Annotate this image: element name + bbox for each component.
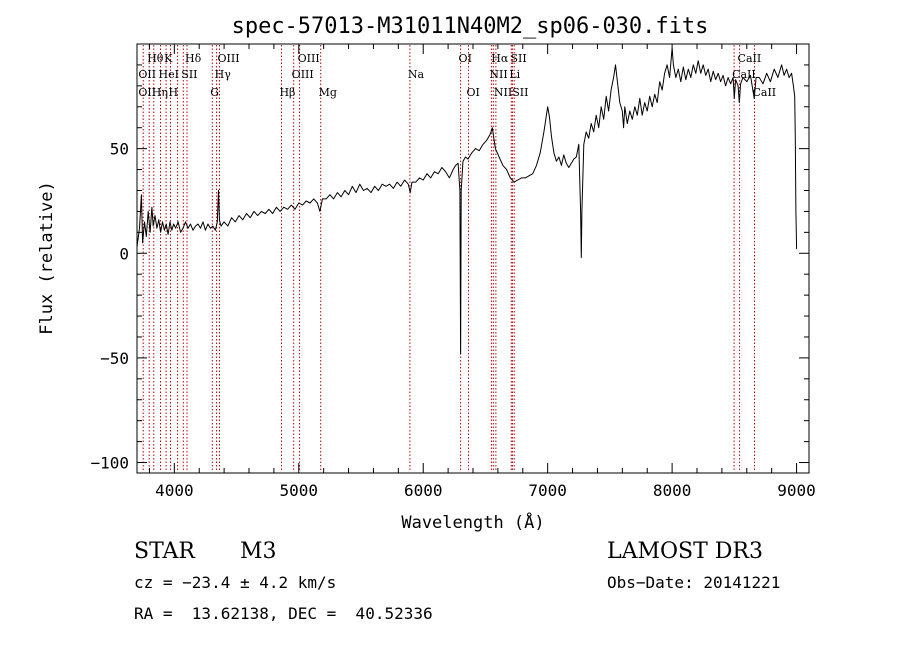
line-label: OI <box>459 52 472 65</box>
line-label: OII <box>138 86 156 99</box>
y-tick-label: −50 <box>100 349 129 368</box>
line-label: CaII <box>732 68 756 81</box>
x-tick-label: 9000 <box>777 481 816 500</box>
chart-title: spec-57013-M31011N40M2_sp06-030.fits <box>232 14 709 39</box>
x-tick-label: 6000 <box>404 481 443 500</box>
line-label: CaII <box>752 86 776 99</box>
line-label: Hδ <box>185 52 202 65</box>
line-label: SII <box>181 68 197 81</box>
x-tick-label: 4000 <box>155 481 194 500</box>
y-tick-label: 0 <box>119 244 129 263</box>
line-label: Hα <box>491 52 509 65</box>
flux-line <box>136 47 798 355</box>
redshift-velocity: cz = −23.4 ± 4.2 km/s <box>134 573 337 592</box>
plot-frame <box>136 43 810 474</box>
line-label: NII <box>494 86 512 99</box>
observation-date: Obs−Date: 20141221 <box>607 573 781 592</box>
line-label: OIII <box>298 52 320 65</box>
line-label: K <box>164 52 173 65</box>
coordinates: RA = 13.62138, DEC = 40.52336 <box>134 604 433 623</box>
x-tick-label: 5000 <box>280 481 319 500</box>
line-label: G <box>210 86 219 99</box>
line-label: Hη <box>152 86 168 99</box>
survey-name: LAMOST DR3 <box>607 539 763 564</box>
line-label: Na <box>408 68 425 81</box>
line-label: OIII <box>218 52 240 65</box>
line-label: SII <box>512 86 528 99</box>
y-tick-label: −100 <box>90 454 129 473</box>
axis-ticks: 4000 5000 6000 7000 8000 9000 −100 −50 0 50 <box>90 44 816 500</box>
line-label: H <box>168 86 178 99</box>
line-label: SII <box>510 52 526 65</box>
object-class: STAR <box>134 539 195 564</box>
line-label: Hγ <box>215 68 232 81</box>
object-subclass: M3 <box>240 539 277 564</box>
line-label: HeI <box>159 68 179 81</box>
x-axis-label: Wavelength (Å) <box>401 511 544 533</box>
line-label: Li <box>509 68 520 81</box>
line-label: OII <box>138 68 156 81</box>
y-tick-label: 50 <box>110 140 129 159</box>
line-label: Hβ <box>279 86 295 99</box>
line-label: Mg <box>319 86 337 99</box>
line-label: NII <box>489 68 507 81</box>
line-label: CaII <box>738 52 762 65</box>
spectrum-series <box>136 47 798 355</box>
x-tick-label: 7000 <box>528 481 567 500</box>
line-label: Hθ <box>147 52 164 65</box>
y-axis-label: Flux (relative) <box>37 181 57 335</box>
line-label: OIII <box>292 68 314 81</box>
line-label: OI <box>467 86 480 99</box>
x-tick-label: 8000 <box>653 481 692 500</box>
line-markers <box>142 45 755 472</box>
